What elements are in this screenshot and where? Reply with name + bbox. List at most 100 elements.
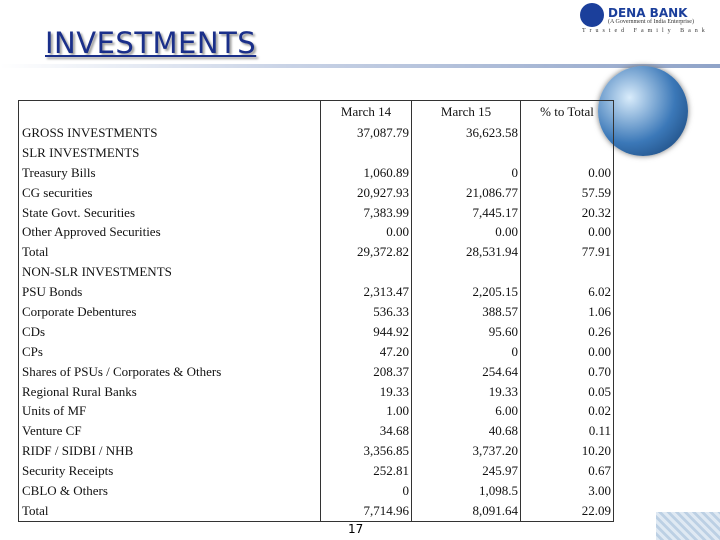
- table-row: CPs 47.20 0 0.00: [18, 341, 614, 362]
- header-cell: [18, 100, 321, 123]
- value-cell: 2,313.47: [320, 282, 412, 303]
- value-cell: 2,205.15: [411, 282, 521, 303]
- value-cell: 0.02: [520, 401, 614, 422]
- row-label: State Govt. Securities: [18, 202, 321, 223]
- row-label: Total: [18, 500, 321, 522]
- value-cell: 6.02: [520, 282, 614, 303]
- logo: DENA BANK (A Government of India Enterpr…: [578, 0, 720, 36]
- value-cell: 77.91: [520, 242, 614, 263]
- header-row: March 14 March 15% to Total: [18, 100, 614, 123]
- table-row: CDs 944.92 95.60 0.26: [18, 321, 614, 342]
- value-cell: [520, 123, 614, 143]
- row-label: Units of MF: [18, 401, 321, 422]
- value-cell: 29,372.82: [320, 242, 412, 263]
- value-cell: 0.05: [520, 381, 614, 402]
- row-label: Venture CF: [18, 421, 321, 442]
- page-number: 17: [348, 522, 364, 536]
- value-cell: 36,623.58: [411, 123, 521, 143]
- row-label: GROSS INVESTMENTS: [18, 123, 321, 143]
- header-bar: [0, 64, 720, 68]
- value-cell: 0: [411, 162, 521, 183]
- value-cell: 0.00: [520, 162, 614, 183]
- slide-title: INVESTMENTS: [45, 26, 257, 60]
- table-row: Units of MF 1.00 6.00 0.02: [18, 401, 614, 422]
- table-row: Regional Rural Banks 19.33 19.33 0.05: [18, 381, 614, 402]
- table-row: Venture CF 34.68 40.68 0.11: [18, 421, 614, 442]
- table-row: Corporate Debentures 536.33 388.57 1.06: [18, 302, 614, 322]
- row-label: RIDF / SIDBI / NHB: [18, 441, 321, 462]
- value-cell: 7,383.99: [320, 202, 412, 223]
- value-cell: 245.97: [411, 461, 521, 482]
- value-cell: 21,086.77: [411, 182, 521, 203]
- value-cell: 20,927.93: [320, 182, 412, 203]
- table-row: PSU Bonds 2,313.47 2,205.15 6.02: [18, 282, 614, 303]
- value-cell: [411, 262, 521, 283]
- value-cell: 536.33: [320, 302, 412, 322]
- value-cell: 95.60: [411, 321, 521, 342]
- row-label: CPs: [18, 341, 321, 362]
- value-cell: 34.68: [320, 421, 412, 442]
- row-label: Regional Rural Banks: [18, 381, 321, 402]
- row-label: PSU Bonds: [18, 282, 321, 303]
- section-label: SLR INVESTMENTS: [18, 142, 321, 163]
- column-header: March 14: [320, 100, 412, 123]
- row-label: CBLO & Others: [18, 481, 321, 501]
- table-row: Other Approved Securities 0.00 0.00 0.00: [18, 222, 614, 243]
- value-cell: 0.00: [320, 222, 412, 243]
- value-cell: [520, 262, 614, 283]
- row-label: CG securities: [18, 182, 321, 203]
- value-cell: [520, 142, 614, 163]
- investments-table: March 14 March 15% to Total GROSS INVESTME…: [18, 100, 614, 522]
- value-cell: 3,356.85: [320, 441, 412, 462]
- logo-tagline: Trusted Family Bank: [582, 28, 709, 34]
- value-cell: 1,098.5: [411, 481, 521, 501]
- table-row: Total 7,714.96 8,091.64 22.09: [18, 500, 614, 522]
- value-cell: 8,091.64: [411, 500, 521, 522]
- value-cell: 0.00: [411, 222, 521, 243]
- value-cell: 252.81: [320, 461, 412, 482]
- value-cell: 0.67: [520, 461, 614, 482]
- value-cell: 0: [411, 341, 521, 362]
- value-cell: 22.09: [520, 500, 614, 522]
- value-cell: 0.00: [520, 341, 614, 362]
- value-cell: [320, 142, 412, 163]
- value-cell: 40.68: [411, 421, 521, 442]
- value-cell: 57.59: [520, 182, 614, 203]
- value-cell: 0.00: [520, 222, 614, 243]
- table-row: CG securities 20,927.93 21,086.77 57.59: [18, 182, 614, 203]
- value-cell: 47.20: [320, 341, 412, 362]
- value-cell: 1,060.89: [320, 162, 412, 183]
- table-row: RIDF / SIDBI / NHB 3,356.85 3,737.20 10.20: [18, 441, 614, 462]
- value-cell: 19.33: [411, 381, 521, 402]
- table-row: GROSS INVESTMENTS 37,087.79 36,623.58: [18, 123, 614, 143]
- table-row: SLR INVESTMENTS: [18, 142, 614, 163]
- table-row: CBLO & Others 0 1,098.5 3.00: [18, 481, 614, 501]
- table-row: Total 29,372.82 28,531.94 77.91: [18, 242, 614, 263]
- row-label: Corporate Debentures: [18, 302, 321, 322]
- value-cell: 0.26: [520, 321, 614, 342]
- row-label: CDs: [18, 321, 321, 342]
- row-label: Treasury Bills: [18, 162, 321, 183]
- value-cell: 7,714.96: [320, 500, 412, 522]
- value-cell: 944.92: [320, 321, 412, 342]
- logo-name: DENA BANK: [608, 6, 688, 20]
- table-row: Shares of PSUs / Corporates & Others 208.…: [18, 361, 614, 382]
- value-cell: 3,737.20: [411, 441, 521, 462]
- value-cell: [411, 142, 521, 163]
- value-cell: 0: [320, 481, 412, 501]
- value-cell: 388.57: [411, 302, 521, 322]
- logo-subtitle: (A Government of India Enterprise): [608, 19, 694, 25]
- value-cell: 6.00: [411, 401, 521, 422]
- value-cell: 20.32: [520, 202, 614, 223]
- value-cell: 1.00: [320, 401, 412, 422]
- logo-mark: [580, 3, 604, 27]
- row-label: Other Approved Securities: [18, 222, 321, 243]
- column-header: March 15: [411, 100, 521, 123]
- table-row: Security Receipts 252.81 245.97 0.67: [18, 461, 614, 482]
- value-cell: 0.70: [520, 361, 614, 382]
- section-label: NON-SLR INVESTMENTS: [18, 262, 321, 283]
- column-header: % to Total: [520, 100, 614, 123]
- row-label: Security Receipts: [18, 461, 321, 482]
- value-cell: 3.00: [520, 481, 614, 501]
